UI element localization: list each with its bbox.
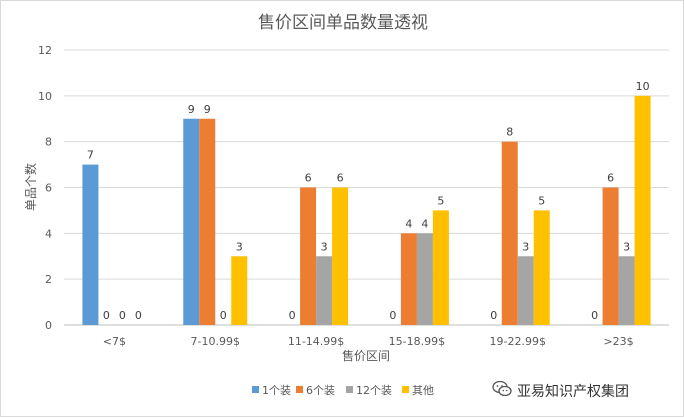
data-label: 0 bbox=[490, 309, 497, 322]
data-label: 5 bbox=[538, 194, 545, 207]
bar bbox=[533, 210, 550, 325]
data-label: 10 bbox=[636, 80, 650, 93]
legend-label: 12个装 bbox=[356, 384, 392, 397]
gridlines bbox=[64, 49, 669, 326]
bar bbox=[316, 256, 333, 325]
data-label: 0 bbox=[289, 309, 296, 322]
y-tick-label: 0 bbox=[45, 319, 52, 332]
bar bbox=[400, 233, 417, 325]
bar bbox=[332, 187, 349, 325]
x-tick-label: 11-14.99$ bbox=[288, 335, 344, 348]
y-tick-label: 12 bbox=[38, 44, 52, 57]
x-tick-label: >23$ bbox=[603, 335, 633, 348]
legend-swatch bbox=[402, 386, 409, 393]
y-tick-label: 10 bbox=[38, 90, 52, 103]
y-tick-label: 2 bbox=[45, 273, 52, 286]
data-label: 0 bbox=[220, 309, 227, 322]
bar bbox=[82, 164, 99, 325]
y-tick-label: 4 bbox=[45, 227, 52, 240]
legend-swatch bbox=[252, 386, 259, 393]
legend-label: 1个装 bbox=[262, 384, 291, 397]
bar bbox=[618, 256, 635, 325]
y-tick-label: 8 bbox=[45, 136, 52, 149]
data-label: 0 bbox=[591, 309, 598, 322]
x-axis-ticks: <7$ 7-10.99$ 11-14.99$ 15-18.99$ 19-22.99$ >2… bbox=[103, 335, 634, 348]
x-tick-label: <7$ bbox=[103, 335, 126, 348]
bar bbox=[300, 187, 317, 325]
bar bbox=[501, 141, 518, 325]
bar bbox=[416, 233, 433, 325]
data-label: 0 bbox=[119, 309, 126, 322]
legend-label: 6个装 bbox=[306, 384, 335, 397]
y-axis-ticks: 0 2 4 6 8 10 12 bbox=[38, 44, 52, 332]
bars bbox=[82, 95, 651, 325]
bar bbox=[183, 118, 200, 325]
bar bbox=[432, 210, 449, 325]
bar bbox=[517, 256, 534, 325]
data-label: 7 bbox=[87, 149, 94, 162]
data-label: 8 bbox=[506, 126, 513, 139]
x-tick-label: 7-10.99$ bbox=[191, 335, 240, 348]
x-tick-label: 19-22.99$ bbox=[490, 335, 546, 348]
wechat-icon bbox=[492, 380, 512, 397]
data-label: 5 bbox=[437, 194, 444, 207]
bar bbox=[602, 187, 619, 325]
y-axis-label: 单品个数 bbox=[23, 163, 38, 211]
data-label: 0 bbox=[389, 309, 396, 322]
legend-label: 其他 bbox=[412, 384, 434, 397]
bar bbox=[231, 256, 248, 325]
data-label: 6 bbox=[337, 172, 344, 185]
data-label: 4 bbox=[405, 217, 412, 230]
data-label: 9 bbox=[188, 103, 195, 116]
data-label: 0 bbox=[135, 309, 142, 322]
data-label: 6 bbox=[305, 172, 312, 185]
data-label: 6 bbox=[607, 172, 614, 185]
y-tick-label: 6 bbox=[45, 182, 52, 195]
data-label: 3 bbox=[321, 240, 328, 253]
data-label: 4 bbox=[421, 217, 428, 230]
legend-swatch bbox=[346, 386, 353, 393]
data-label: 3 bbox=[522, 240, 529, 253]
watermark-text: 亚易知识产权集团 bbox=[517, 384, 629, 400]
data-label: 3 bbox=[236, 240, 243, 253]
legend-swatch bbox=[296, 386, 303, 393]
data-label: 9 bbox=[204, 103, 211, 116]
chart-title: 售价区间单品数量透视 bbox=[258, 13, 428, 33]
x-axis-label: 售价区间 bbox=[342, 348, 390, 363]
bar bbox=[634, 95, 651, 325]
legend: 1个装 6个装 12个装 其他 bbox=[252, 384, 434, 397]
x-tick-label: 15-18.99$ bbox=[389, 335, 445, 348]
bar bbox=[199, 118, 216, 325]
data-label: 0 bbox=[103, 309, 110, 322]
data-label: 3 bbox=[623, 240, 630, 253]
